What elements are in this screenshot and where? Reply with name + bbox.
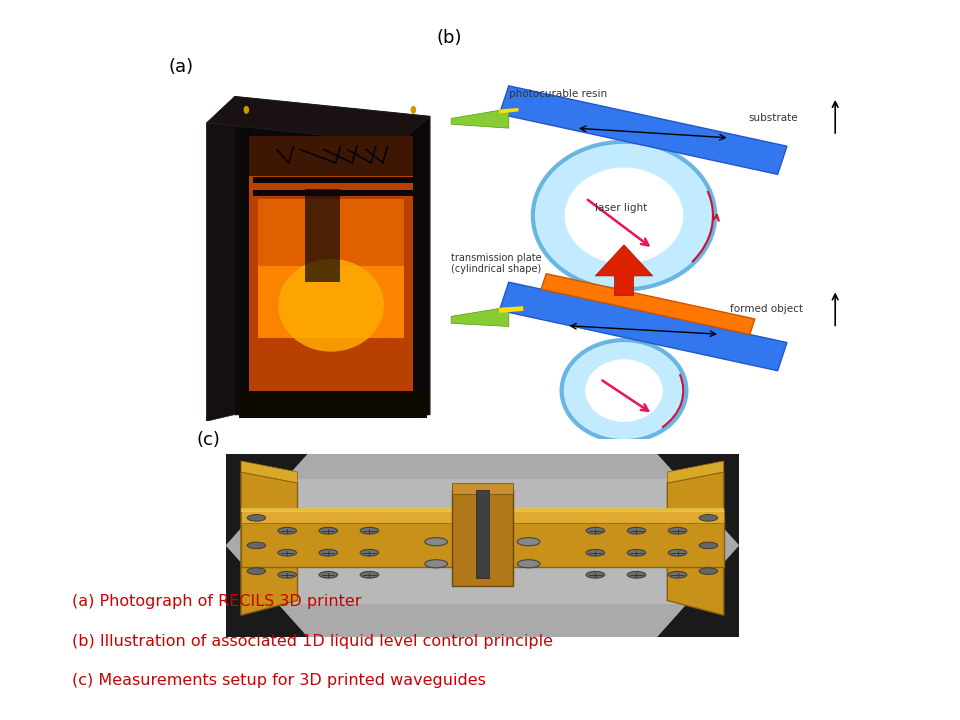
Circle shape — [411, 106, 417, 114]
Bar — [258, 266, 404, 338]
Bar — [249, 136, 414, 401]
Circle shape — [360, 549, 378, 556]
Polygon shape — [657, 454, 739, 546]
Bar — [451, 483, 514, 494]
Circle shape — [562, 340, 686, 441]
Bar — [476, 490, 489, 578]
Bar — [249, 136, 414, 176]
Bar — [241, 508, 724, 513]
Ellipse shape — [278, 259, 384, 351]
Circle shape — [517, 538, 540, 546]
Circle shape — [587, 549, 605, 556]
Bar — [253, 177, 414, 183]
Text: (b): (b) — [437, 29, 463, 47]
Circle shape — [278, 528, 297, 534]
Circle shape — [699, 568, 718, 575]
Text: (a): (a) — [168, 58, 193, 76]
Text: substrate: substrate — [749, 114, 799, 123]
Text: laser light: laser light — [595, 203, 647, 213]
Polygon shape — [451, 109, 509, 128]
Polygon shape — [206, 96, 234, 421]
Polygon shape — [657, 546, 739, 637]
Circle shape — [627, 549, 646, 556]
Circle shape — [425, 538, 447, 546]
Circle shape — [533, 142, 715, 289]
Polygon shape — [226, 454, 308, 546]
Circle shape — [319, 549, 338, 556]
Text: formed object: formed object — [730, 304, 803, 314]
Polygon shape — [206, 96, 430, 143]
Polygon shape — [499, 86, 787, 174]
Circle shape — [699, 515, 718, 521]
Text: (b) Illustration of associated 1D liquid level control principle: (b) Illustration of associated 1D liquid… — [72, 634, 553, 649]
Polygon shape — [234, 96, 430, 415]
Circle shape — [247, 515, 266, 521]
Text: (c) Measurements setup for 3D printed waveguides: (c) Measurements setup for 3D printed wa… — [72, 673, 486, 688]
Bar — [241, 516, 724, 567]
Circle shape — [517, 559, 540, 568]
Polygon shape — [226, 546, 308, 637]
Circle shape — [319, 528, 338, 534]
Polygon shape — [451, 307, 509, 326]
Circle shape — [278, 549, 297, 556]
Bar — [451, 490, 514, 586]
Bar — [305, 189, 341, 282]
Circle shape — [668, 549, 686, 556]
Circle shape — [627, 528, 646, 534]
Bar — [253, 190, 414, 196]
Circle shape — [319, 572, 338, 578]
Text: photocurable resin: photocurable resin — [509, 89, 607, 99]
Circle shape — [247, 542, 266, 549]
Polygon shape — [499, 282, 787, 371]
Polygon shape — [667, 461, 724, 483]
Polygon shape — [499, 306, 523, 312]
Circle shape — [587, 572, 605, 578]
Text: (c): (c) — [197, 431, 221, 449]
Circle shape — [247, 568, 266, 575]
Text: (a) Photograph of RECILS 3D printer: (a) Photograph of RECILS 3D printer — [72, 594, 362, 609]
Polygon shape — [541, 274, 755, 335]
Circle shape — [360, 528, 378, 534]
Circle shape — [425, 559, 447, 568]
Circle shape — [668, 572, 686, 578]
Polygon shape — [241, 472, 298, 615]
Bar — [267, 480, 698, 604]
Bar — [258, 199, 404, 338]
Polygon shape — [595, 245, 653, 295]
Circle shape — [278, 572, 297, 578]
Circle shape — [699, 542, 718, 549]
Polygon shape — [667, 472, 724, 615]
Polygon shape — [499, 108, 518, 113]
Circle shape — [627, 572, 646, 578]
Bar — [241, 508, 724, 523]
Circle shape — [244, 106, 250, 114]
Circle shape — [587, 528, 605, 534]
Circle shape — [668, 528, 686, 534]
Polygon shape — [241, 461, 298, 483]
Bar — [239, 392, 427, 418]
Circle shape — [360, 572, 378, 578]
Circle shape — [586, 359, 662, 422]
Circle shape — [564, 168, 684, 264]
Text: transmission plate
(cylindrical shape): transmission plate (cylindrical shape) — [451, 253, 541, 274]
